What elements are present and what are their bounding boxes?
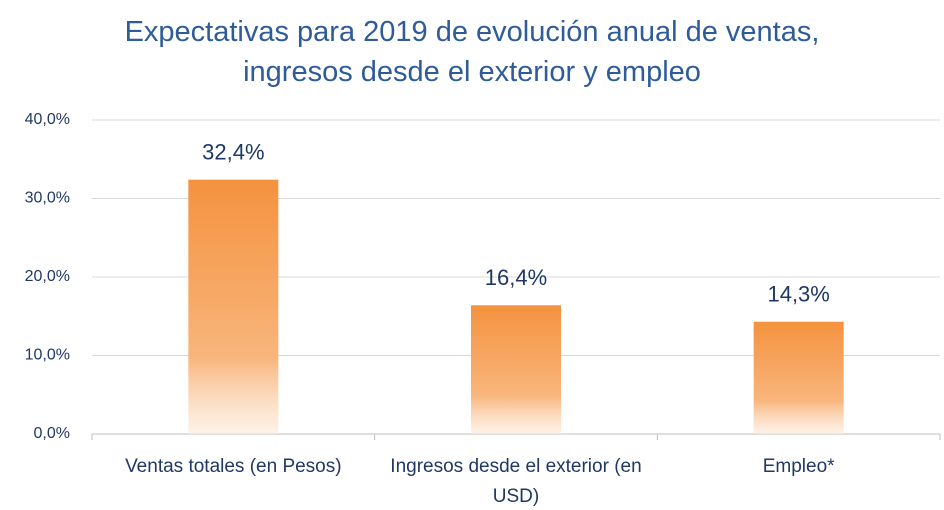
x-tick-label: Empleo* bbox=[762, 456, 835, 477]
y-tick-label: 0,0% bbox=[34, 425, 70, 442]
y-tick-label: 20,0% bbox=[25, 268, 70, 285]
x-tick-label: Ingresos desde el exterior (en USD) bbox=[390, 456, 642, 507]
bar bbox=[471, 305, 561, 434]
x-tick-label: Ventas totales (en Pesos) bbox=[125, 456, 342, 477]
data-label: 14,3% bbox=[767, 282, 829, 307]
y-tick-label: 40,0% bbox=[25, 111, 70, 128]
bar bbox=[753, 321, 844, 434]
y-tick-label: 10,0% bbox=[25, 347, 70, 364]
data-label: 16,4% bbox=[485, 265, 547, 290]
chart-title: Expectativas para 2019 de evolución anua… bbox=[124, 16, 820, 88]
bar bbox=[188, 179, 279, 434]
data-label: 32,4% bbox=[202, 139, 264, 164]
y-tick-label: 30,0% bbox=[25, 190, 70, 207]
